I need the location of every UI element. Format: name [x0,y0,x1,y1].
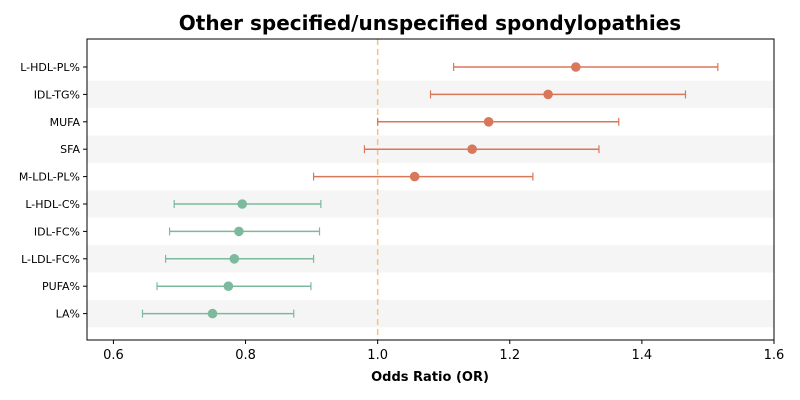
y-tick-label: M-LDL-PL% [19,171,80,184]
y-tick-label: IDL-FC% [34,225,80,238]
x-axis-label: Odds Ratio (OR) [371,370,489,385]
or-point [229,253,240,264]
y-tick-label: L-HDL-C% [25,198,80,211]
or-point [543,89,553,100]
y-tick-label: SFA [60,143,80,156]
x-tick-label: 1.0 [367,348,388,363]
or-point [409,171,420,182]
x-tick-label: 0.8 [235,348,256,363]
x-tick-label: 1.2 [499,348,520,363]
y-tick-label: LA% [56,308,80,321]
y-tick-label: MUFA [50,116,81,129]
plot-frame [86,38,775,341]
point-estimates [207,62,581,319]
y-tick-label: L-LDL-FC% [21,253,80,266]
or-point [467,144,477,154]
y-tick-label: L-HDL-PL% [20,61,80,74]
error-bars [141,63,719,318]
or-point [571,62,581,72]
x-tick-label: 1.6 [764,348,785,363]
or-point [483,117,494,127]
or-point [234,226,244,237]
x-tick-label: 1.4 [632,348,653,363]
y-tick-label: IDL-TG% [34,88,80,101]
y-tick-label: PUFA% [42,280,80,293]
x-tick-label: 0.6 [103,348,124,363]
or-point [237,199,248,209]
y-axis-labels: L-HDL-PL% IDL-TG% MUFA SFA M-LDL-PL% L-HDL-C%… [19,61,87,321]
or-point [223,281,234,292]
or-point [207,308,218,319]
x-axis-ticks: 0.6 0.8 1.0 1.2 1.4 1.6 [103,340,784,363]
chart-title: Other specified/unspecified spondylopath… [179,11,681,35]
